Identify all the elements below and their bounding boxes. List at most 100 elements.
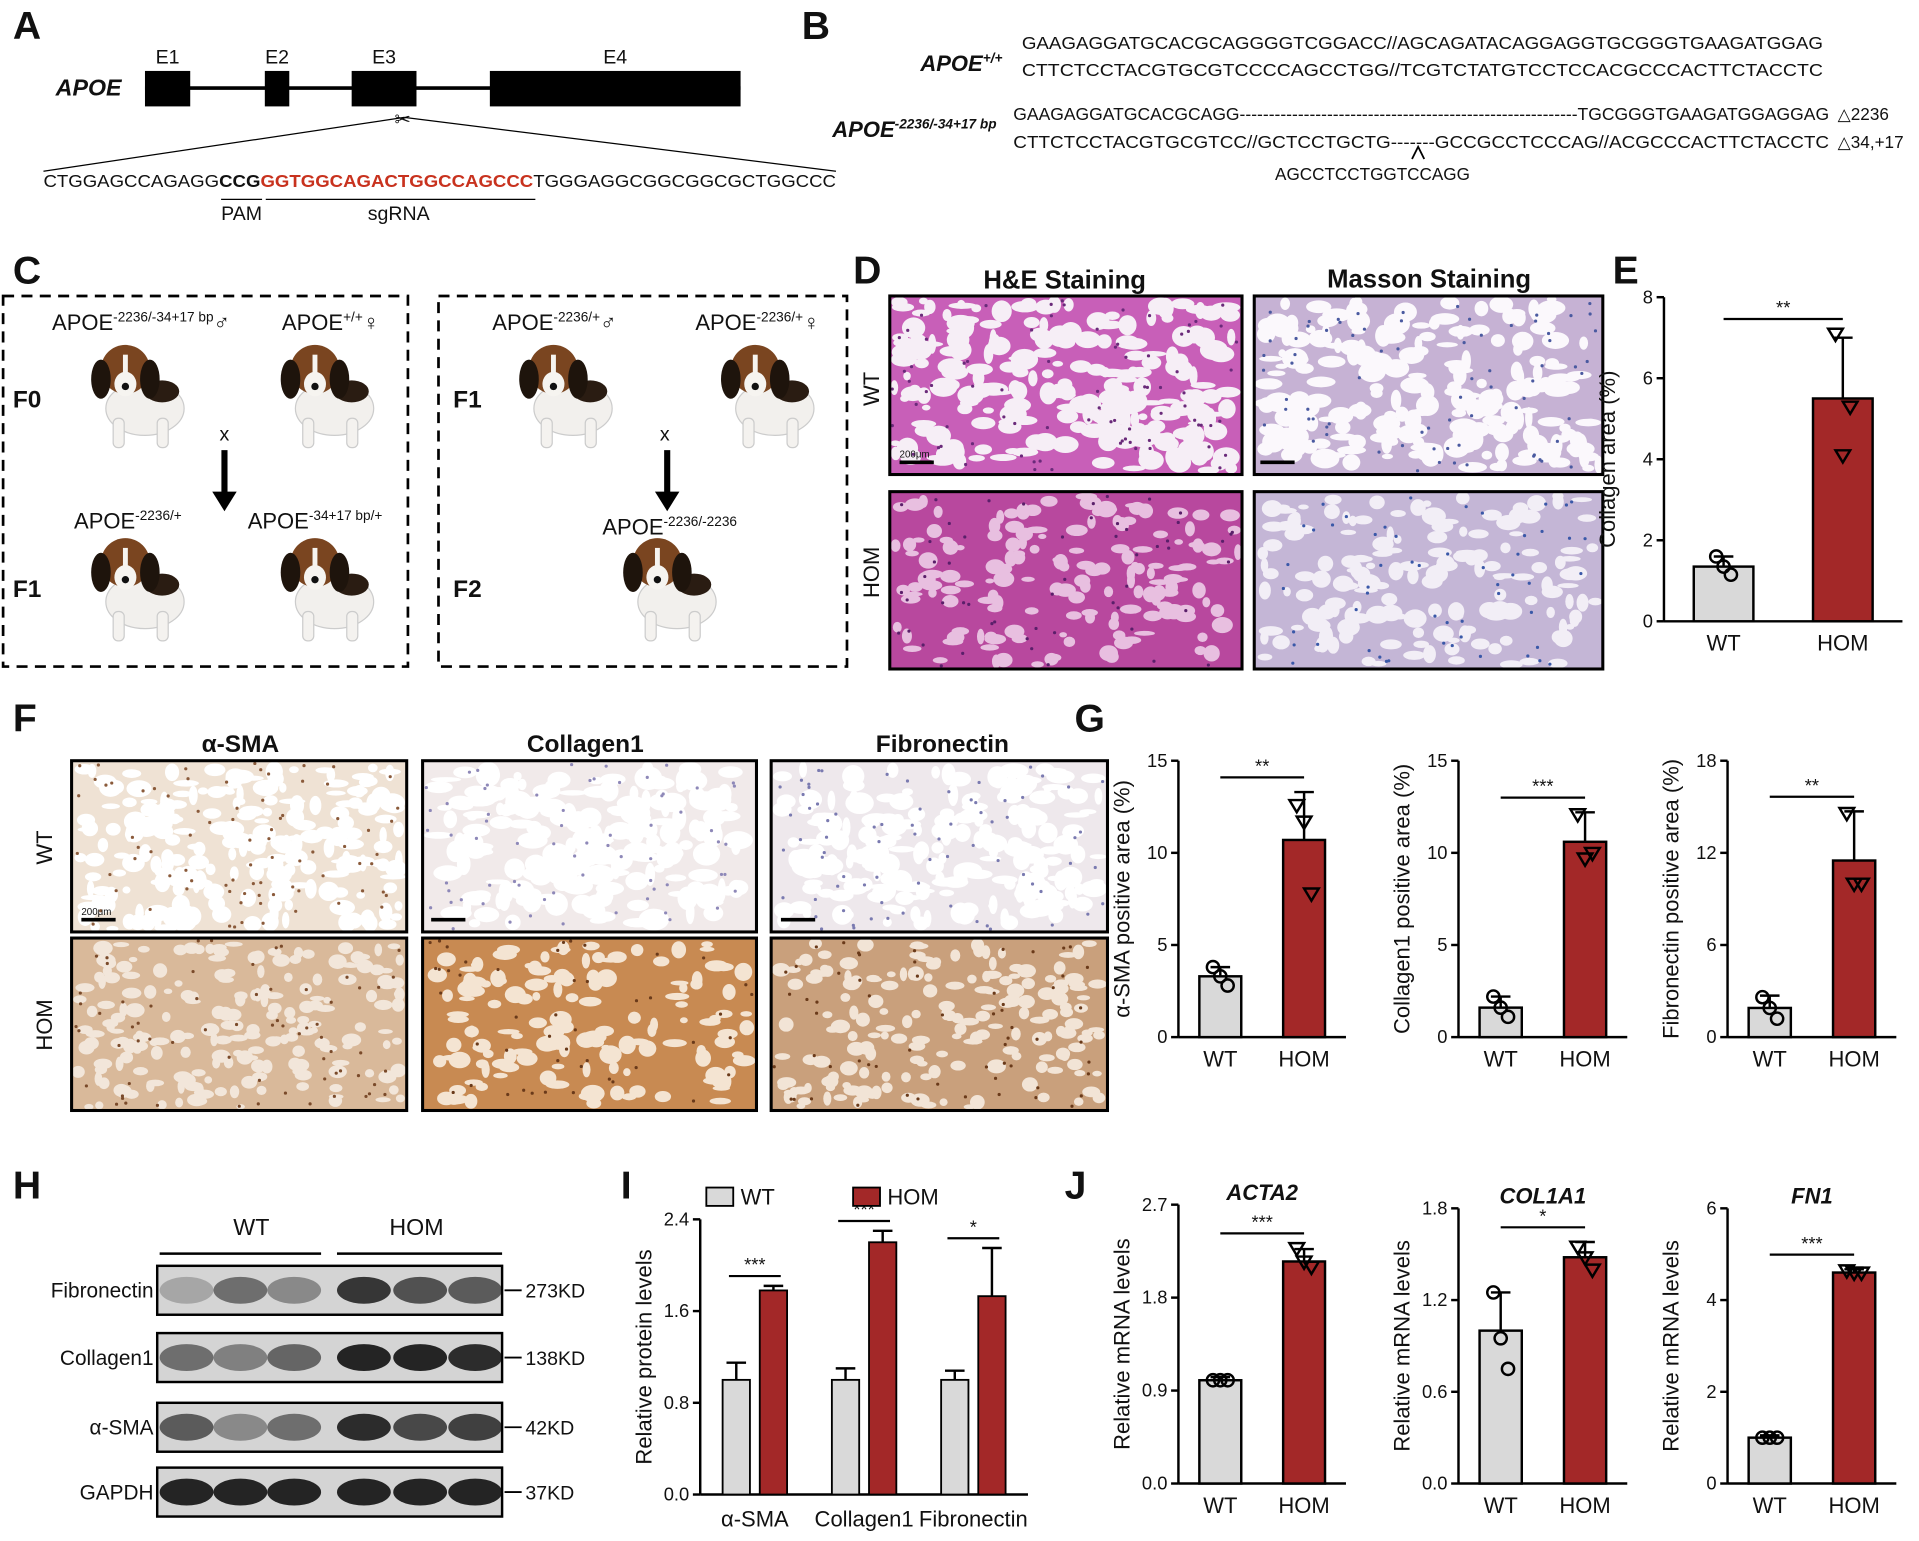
dog-leg [302, 417, 315, 449]
alveolus [984, 631, 998, 642]
nucleus [1470, 377, 1474, 381]
nucleus [297, 889, 301, 893]
nucleus [75, 851, 79, 855]
alveolus [224, 1008, 242, 1021]
nucleus [611, 1080, 615, 1084]
nucleus [1062, 946, 1066, 950]
alveolus [516, 993, 533, 1005]
alveolus [1081, 773, 1106, 784]
alveolus [1069, 421, 1088, 433]
nucleus [1354, 608, 1358, 612]
alveolus [300, 860, 317, 875]
alveolus [74, 852, 87, 863]
alveolus [90, 921, 100, 932]
nucleus [788, 813, 793, 817]
alveolus [1275, 363, 1288, 369]
nucleus [1158, 385, 1163, 390]
alveolus [941, 1007, 950, 1021]
alveolus [387, 943, 401, 950]
alveolus [900, 395, 910, 402]
nucleus [872, 825, 876, 829]
alveolus [1053, 554, 1068, 570]
nucleus [483, 786, 487, 791]
nucleus [444, 881, 449, 885]
alveolus [842, 764, 865, 788]
alveolus [240, 888, 257, 907]
nucleus [807, 782, 811, 786]
row-label: WT [859, 372, 884, 406]
x-tick-label: HOM [1828, 1493, 1879, 1518]
alveolus [993, 571, 1015, 587]
sex: ♀ [363, 310, 380, 335]
alveolus [888, 846, 916, 853]
alveolus [393, 821, 405, 838]
nucleus [279, 944, 283, 948]
alveolus [844, 970, 852, 984]
nucleus [447, 889, 451, 893]
nucleus [298, 859, 302, 863]
alveolus [225, 768, 244, 789]
nucleus [965, 359, 970, 363]
alveolus [430, 777, 462, 782]
dog-ear [519, 359, 539, 399]
alveolus [254, 857, 272, 865]
dog-leg [688, 610, 701, 642]
nucleus [1456, 304, 1460, 309]
nucleus [1067, 785, 1071, 789]
legend-swatch [705, 1186, 735, 1207]
alveolus [1308, 329, 1333, 348]
nucleus [1019, 454, 1024, 458]
nucleus [1000, 1008, 1004, 1012]
alveolus [1056, 409, 1079, 424]
alveolus [958, 902, 979, 918]
data-point [1287, 798, 1307, 815]
alveolus [1447, 637, 1460, 643]
nucleus [224, 883, 228, 887]
alveolus [86, 1005, 98, 1018]
alveolus [270, 1036, 283, 1043]
nucleus [424, 786, 428, 790]
alveolus [476, 761, 500, 786]
alveolus [221, 968, 236, 978]
alveolus [787, 978, 804, 990]
alveolus [337, 942, 354, 955]
nucleus [1147, 497, 1152, 501]
y-tick-label: 5 [1157, 934, 1167, 955]
blot-band [213, 1276, 268, 1304]
alveolus [950, 1060, 966, 1071]
alveolus [981, 945, 991, 959]
alveolus [263, 795, 278, 806]
alveolus [395, 1094, 405, 1103]
alveolus [254, 818, 270, 824]
nucleus [1511, 573, 1515, 577]
nucleus [1109, 420, 1113, 424]
alveolus [671, 941, 687, 959]
alveolus [890, 380, 899, 396]
alveolus [579, 854, 597, 861]
alveolus [576, 1032, 597, 1048]
alveolus [1008, 973, 1021, 979]
blot-band [213, 1344, 268, 1372]
image-frame [421, 759, 759, 934]
bar [1831, 1271, 1877, 1485]
alveolus [318, 881, 340, 902]
alveolus [323, 996, 332, 1004]
nucleus [691, 1040, 695, 1044]
alveolus [662, 841, 683, 865]
nucleus [585, 1059, 589, 1063]
alveolus [1081, 1029, 1093, 1037]
alveolus [1118, 315, 1137, 336]
alveolus [948, 783, 959, 807]
dog-ear [140, 552, 160, 592]
nucleus [133, 857, 137, 861]
dog-leg [786, 417, 799, 449]
alveolus [105, 822, 121, 836]
nucleus [880, 901, 884, 905]
dog-image [280, 538, 375, 642]
y-tick-label: 0 [1643, 610, 1653, 631]
alveolus [1262, 568, 1279, 580]
alveolus [187, 843, 203, 850]
nucleus [1209, 423, 1213, 428]
alveolus [830, 1019, 851, 1034]
genotype-label: APOE-2236/-34+17 bp♂ [52, 310, 230, 336]
